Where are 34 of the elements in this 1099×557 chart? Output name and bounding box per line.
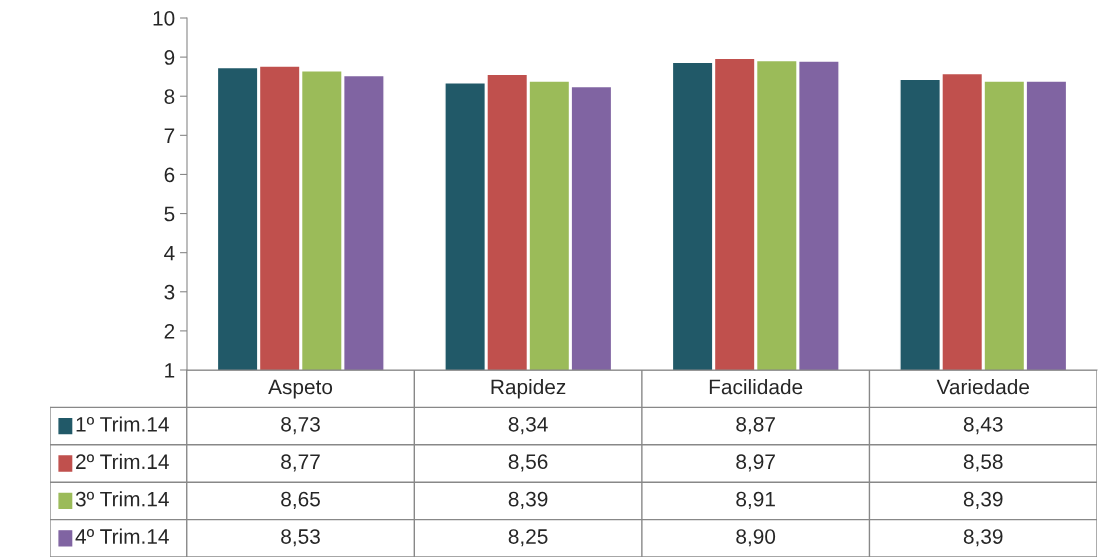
data-label: 8,25 [508, 529, 548, 547]
y-tick-label: 8 [164, 89, 175, 104]
x-tick-label: Variedade [936, 378, 1030, 395]
data-label: 8,39 [508, 491, 548, 509]
data-label: 8,53 [281, 529, 320, 547]
y-tick-label: 2 [164, 323, 175, 339]
y-tick-label: 5 [164, 206, 175, 222]
legend-label: 3º Trim.14 [75, 491, 169, 507]
data-label: 8,39 [963, 491, 1003, 509]
data-label: 8,97 [736, 454, 775, 472]
data-label: 8,91 [736, 491, 775, 509]
y-tick-label: 4 [164, 245, 175, 261]
y-tick-label: 9 [164, 50, 175, 65]
data-label: 8,34 [508, 416, 548, 435]
x-tick-label: Rapidez [491, 378, 566, 399]
data-label: 8,90 [736, 529, 776, 547]
x-tick-label: Aspeto [268, 379, 333, 399]
legend-label: 1º Trim.14 [76, 416, 169, 432]
y-tick-label: 10 [153, 11, 175, 26]
data-label: 8,77 [281, 454, 320, 472]
data-label: 8,56 [508, 454, 548, 472]
x-tick-label: Facilidade [709, 378, 803, 395]
data-label: 8,43 [963, 416, 1003, 435]
data-label: 8,87 [736, 416, 775, 435]
y-tick-label: 1 [165, 363, 175, 378]
legend-label: 2º Trim.14 [76, 453, 169, 469]
data-label: 8,58 [963, 454, 1003, 472]
legend-label: 4º Trim.14 [75, 528, 169, 544]
y-tick-label: 3 [164, 284, 175, 300]
data-label: 8,39 [963, 529, 1003, 547]
data-label: 8,73 [281, 416, 320, 435]
data-label: 8,65 [281, 491, 320, 509]
y-tick-label: 6 [164, 167, 175, 183]
y-tick-label: 7 [164, 128, 175, 143]
